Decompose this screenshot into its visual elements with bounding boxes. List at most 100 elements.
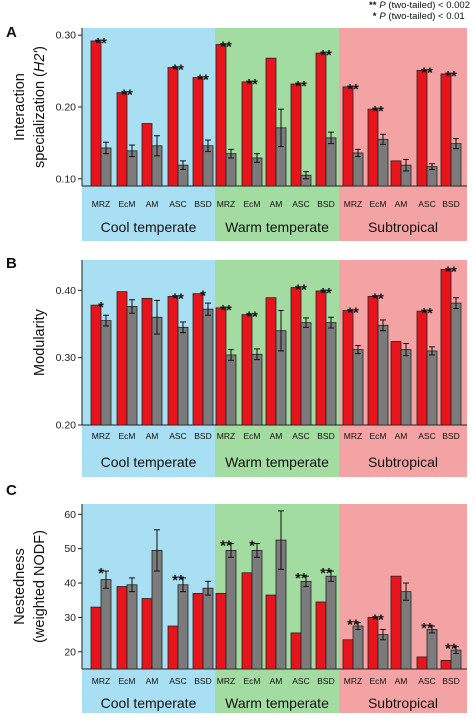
bar-observed <box>315 290 327 426</box>
bar-null <box>352 349 364 426</box>
significance-label: ** <box>347 305 359 322</box>
legend-single-text: (two-tailed) < 0.01 <box>388 11 465 22</box>
legend-double-text: (two-tailed) < 0.002 <box>388 0 470 11</box>
y-tick-label: 20 <box>64 646 76 658</box>
significance-label: ** <box>372 290 384 307</box>
bar-null <box>325 575 337 670</box>
x-tick-label: MRZ <box>217 199 235 209</box>
bar-observed <box>265 594 277 670</box>
significance-label: ** <box>121 87 133 104</box>
bar-null <box>325 137 337 187</box>
bar-null <box>450 302 462 426</box>
bar-observed <box>342 310 354 426</box>
bar-null <box>100 320 112 426</box>
bar-observed <box>192 77 204 187</box>
bar-observed <box>90 40 102 187</box>
bar-observed <box>141 123 153 187</box>
significance-label: ** <box>372 611 384 628</box>
bar-observed <box>215 44 227 187</box>
y-tick-label: 50 <box>64 543 76 555</box>
region-label: Subtropical <box>368 219 438 235</box>
bar-observed <box>141 598 153 670</box>
bar-null <box>202 308 214 426</box>
significance-label: ** <box>421 64 433 81</box>
y-axis-title-part: ) <box>32 46 48 51</box>
x-tick-label: ASC <box>169 431 186 441</box>
bar-observed <box>315 52 327 187</box>
bar-observed <box>290 632 302 670</box>
significance-label: ** <box>197 72 209 89</box>
y-axis-title-part: Modularity <box>32 308 48 376</box>
x-tick-label: AM <box>146 199 159 209</box>
bar-null <box>377 138 389 187</box>
bar-observed <box>116 586 128 670</box>
x-tick-label: ASC <box>418 431 435 441</box>
significance-label: ** <box>445 263 457 280</box>
y-tick-label: 60 <box>64 509 76 521</box>
panel-label: A <box>6 24 17 41</box>
significance-label: ** <box>421 620 433 637</box>
bar-observed <box>141 297 153 426</box>
y-tick-label: 0.10 <box>56 173 77 185</box>
x-tick-label: BSD <box>442 431 459 441</box>
significance-label: ** <box>295 78 307 95</box>
bar-null <box>377 324 389 426</box>
x-tick-label: EcM <box>370 199 387 209</box>
region-label: Subtropical <box>368 454 438 470</box>
y-tick-label: 0.20 <box>56 102 77 114</box>
bar-observed <box>265 297 277 426</box>
y-axis-title-line-1: Nestedness <box>12 548 28 625</box>
y-tick-label: 40 <box>64 578 76 590</box>
x-tick-label: BSD <box>194 676 211 686</box>
significance-label: ** <box>347 617 359 634</box>
significance-label: ** <box>95 35 107 52</box>
bar-null <box>251 353 263 426</box>
bar-observed <box>116 92 128 187</box>
significance-label: ** <box>320 285 332 302</box>
bar-null <box>225 153 237 187</box>
legend-double-stars: ** <box>369 0 377 11</box>
bar-null <box>426 350 438 426</box>
bar-observed <box>167 295 179 426</box>
y-tick-label: 0.20 <box>56 420 77 432</box>
significance-label: * <box>200 288 206 305</box>
bar-observed <box>241 314 253 426</box>
bar-null <box>225 354 237 426</box>
x-tick-label: MRZ <box>92 676 110 686</box>
bar-observed <box>290 83 302 187</box>
bar-observed <box>315 601 327 670</box>
region-label: Warm temperate <box>225 219 329 235</box>
x-tick-label: ASC <box>292 199 309 209</box>
bar-null <box>251 550 263 670</box>
y-axis-title-line-2: specialization (H2') <box>32 46 48 168</box>
region-label: Subtropical <box>368 695 438 711</box>
x-tick-label: EcM <box>244 676 261 686</box>
x-tick-label: AM <box>395 431 408 441</box>
region-label: Cool temperate <box>101 454 197 470</box>
significance-label: ** <box>320 47 332 64</box>
bar-null <box>400 349 412 426</box>
significance-label: ** <box>246 309 258 326</box>
bar-observed <box>367 295 379 426</box>
x-tick-label: EcM <box>370 676 387 686</box>
bar-null <box>126 306 138 426</box>
x-tick-label: MRZ <box>344 431 362 441</box>
bar-null <box>202 587 214 670</box>
x-tick-label: BSD <box>194 431 211 441</box>
x-tick-label: MRZ <box>217 431 235 441</box>
region-label: Warm temperate <box>225 454 329 470</box>
bar-observed <box>90 304 102 426</box>
bar-null <box>225 550 237 670</box>
region-label: Cool temperate <box>101 219 197 235</box>
x-tick-label: ASC <box>292 431 309 441</box>
significance-label: ** <box>421 305 433 322</box>
significance-label: ** <box>172 62 184 79</box>
bar-observed <box>241 572 253 670</box>
bar-observed <box>342 639 354 670</box>
y-axis-title-part: Interaction <box>12 73 28 141</box>
bar-observed <box>215 592 227 670</box>
x-tick-label: AM <box>270 199 283 209</box>
x-tick-label: BSD <box>317 676 334 686</box>
x-tick-label: AM <box>395 676 408 686</box>
